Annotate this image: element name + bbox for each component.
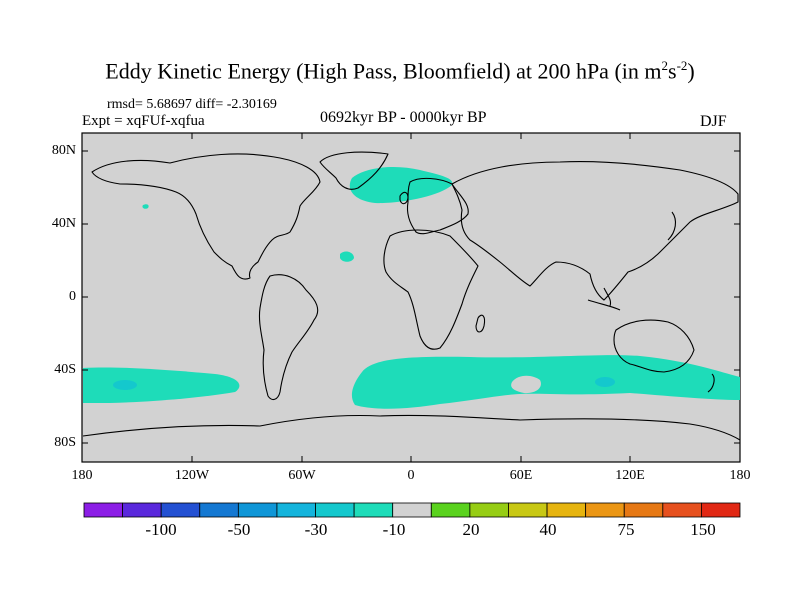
map-title: Eddy Kinetic Energy (High Pass, Bloomfie… (105, 58, 695, 84)
colorbar-box (546, 502, 587, 518)
coast-greenland (319, 151, 389, 190)
colorbar-label: 20 (462, 520, 480, 539)
colorbar-box (122, 502, 162, 518)
map-ticks (82, 133, 740, 462)
stats-text: rmsd= 5.68697 diff= -2.30169 (107, 97, 277, 112)
anomaly-north-atlantic (349, 166, 453, 204)
colorbar-label: 75 (617, 520, 635, 539)
coast-uk (399, 191, 409, 205)
colorbar-box (160, 502, 201, 518)
coast-africa (383, 229, 479, 350)
colorbar-box (585, 502, 625, 518)
colorbar-box (315, 502, 355, 518)
lon-label-180e: 180 (729, 468, 751, 483)
lat-label-80s: 80S (54, 435, 76, 450)
lat-label-40n: 40N (51, 216, 76, 231)
lon-label-60w: 60W (288, 468, 316, 483)
colorbar-label: 40 (539, 520, 557, 539)
coast-japan (667, 211, 677, 241)
colorbar-box (237, 502, 278, 518)
anomaly-small-atlantic (340, 251, 354, 262)
colorbar-box (662, 502, 702, 518)
colorbar-box (508, 502, 548, 518)
lat-label-80n: 80N (51, 143, 76, 158)
anomaly-dark-patches (113, 377, 615, 390)
coast-antarctica (82, 414, 741, 441)
anomaly-southern-ocean (351, 355, 740, 409)
anomaly-small-pacific (142, 204, 149, 209)
colorbar-label: -10 (382, 520, 406, 539)
colorbar-box (199, 502, 239, 518)
coastlines (82, 151, 741, 441)
colorbar-box (701, 502, 741, 518)
colorbar-box (276, 502, 316, 518)
coast-new-zealand (707, 373, 715, 393)
anomaly-regions (83, 166, 740, 409)
season-label: DJF (700, 113, 727, 130)
coast-asia (451, 160, 739, 301)
coast-australia (613, 319, 695, 373)
colorbar-box (469, 502, 509, 518)
colorbar-box (353, 502, 394, 518)
coast-indonesia (587, 287, 621, 311)
experiment-label: Expt = xqFUf-xqfua (82, 113, 205, 129)
lon-label-0: 0 (407, 468, 415, 483)
coast-south-america (258, 274, 319, 401)
colorbar-box (430, 502, 471, 518)
colorbar (83, 502, 741, 518)
period-label: 0692kyr BP - 0000kyr BP (320, 109, 487, 126)
lon-label-60e: 60E (509, 468, 533, 483)
colorbar-box (83, 502, 123, 518)
colorbar-box (623, 502, 664, 518)
lat-label-0: 0 (69, 289, 76, 304)
colorbar-label: -30 (304, 520, 328, 539)
lon-label-180w: 180 (71, 468, 93, 483)
coast-north-america (91, 153, 321, 280)
lat-label-40s: 40S (54, 362, 76, 377)
coast-madagascar (475, 314, 486, 333)
colorbar-label: -100 (145, 520, 177, 539)
colorbar-label: -50 (227, 520, 251, 539)
lon-label-120w: 120W (174, 468, 210, 483)
anomaly-south-pacific (83, 367, 240, 403)
anomaly-hole (511, 375, 541, 394)
colorbar-label: 150 (690, 520, 716, 539)
lon-label-120e: 120E (615, 468, 645, 483)
colorbar-box (392, 502, 432, 518)
